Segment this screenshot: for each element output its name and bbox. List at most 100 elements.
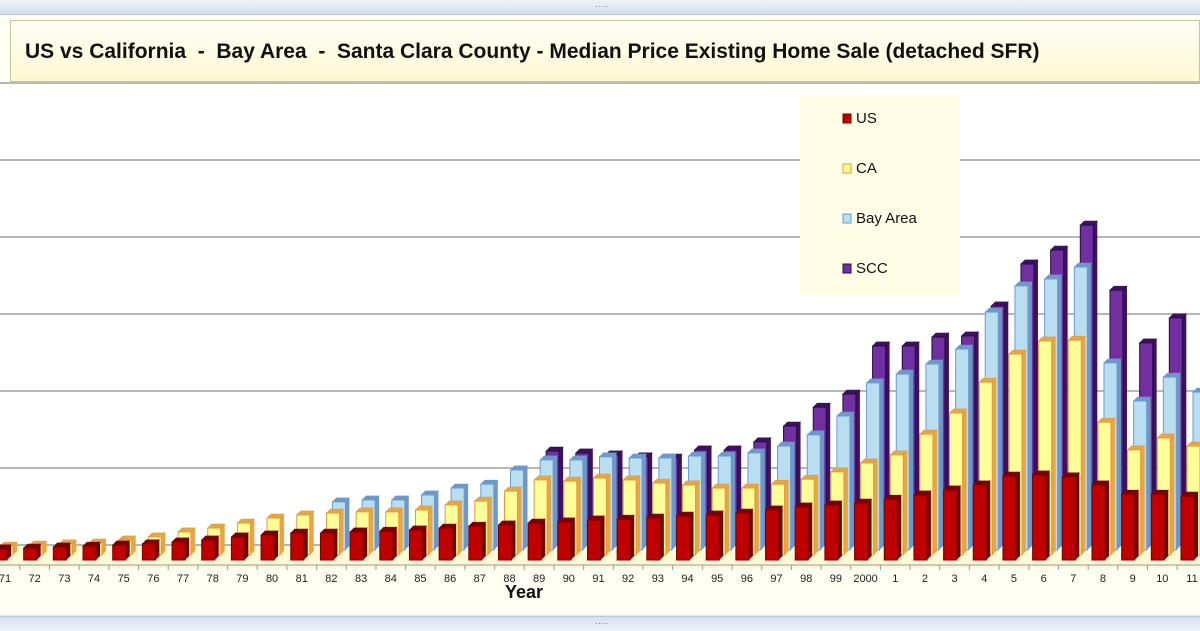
bar-front-face <box>349 531 364 561</box>
bar-side-face <box>606 474 611 555</box>
bar-side-face <box>369 507 374 555</box>
bar-us <box>1180 491 1199 561</box>
bar-front-face <box>1121 493 1136 561</box>
legend: US CA Bay Area SCC <box>800 95 960 295</box>
bar-side-face <box>547 475 552 555</box>
bar-side-face <box>962 408 967 555</box>
bar-us <box>764 505 784 561</box>
x-tick-label: 93 <box>652 573 664 585</box>
bar-top-face <box>1192 387 1200 393</box>
x-tick-label: 97 <box>770 573 782 585</box>
bar-side-face <box>932 430 937 555</box>
bar-us <box>675 511 695 561</box>
bar-side-face <box>576 477 581 555</box>
x-tick-label: 96 <box>741 573 753 585</box>
bar-front-face <box>1091 484 1106 561</box>
bar-side-face <box>873 458 878 555</box>
bar-us <box>260 530 279 561</box>
chart-title-box: US vs California - Bay Area - Santa Clar… <box>10 20 1200 82</box>
bar-side-face <box>398 507 403 555</box>
bar-side-face <box>1146 397 1151 550</box>
bar-front-face <box>854 502 869 561</box>
x-tick-label: 5 <box>1011 573 1017 585</box>
bar-us <box>616 514 635 561</box>
x-tick-label: 91 <box>592 573 604 585</box>
bar-front-face <box>1002 475 1017 561</box>
bar-us <box>735 508 754 561</box>
bar-side-face <box>363 527 368 560</box>
bar-side-face <box>820 430 825 550</box>
bar-front-face <box>141 543 156 561</box>
x-tick-label: 79 <box>236 573 248 585</box>
legend-swatch-us <box>842 113 852 124</box>
bar-side-face <box>1134 490 1139 560</box>
bar-us <box>586 515 606 561</box>
bar-front-face <box>913 494 928 561</box>
bar-us <box>52 542 72 561</box>
bar-side-face <box>1116 358 1121 550</box>
bar-side-face <box>274 530 279 560</box>
x-tick-label: 81 <box>296 573 308 585</box>
x-tick-label: 87 <box>474 573 486 585</box>
x-tick-label: 82 <box>325 573 337 585</box>
bar-side-face <box>375 495 380 550</box>
legend-swatch-scc <box>842 263 852 274</box>
bar-us <box>111 540 131 561</box>
bar-us <box>379 526 398 561</box>
x-tick-label: 1 <box>892 573 898 585</box>
bar-side-face <box>1170 433 1175 555</box>
bar-side-face <box>968 345 973 550</box>
grip-handle-top[interactable]: .... <box>595 0 610 9</box>
bar-us <box>913 490 932 561</box>
bar-side-face <box>748 509 753 560</box>
x-tick-label: 94 <box>681 573 693 585</box>
bar-side-face <box>155 539 160 560</box>
bar-side-face <box>452 524 457 560</box>
bar-side-face <box>125 540 130 560</box>
bar-side-face <box>986 480 991 560</box>
bar-us <box>705 510 724 561</box>
bar-us <box>824 500 843 561</box>
bar-front-face <box>0 548 8 561</box>
bar-front-face <box>883 498 898 561</box>
bar-side-face <box>458 500 463 555</box>
bar-front-face <box>438 527 453 561</box>
x-tick-label: 71 <box>0 573 11 585</box>
bar-front-face <box>824 504 839 561</box>
bar-side-face <box>701 452 706 550</box>
bar-front-face <box>290 532 305 561</box>
bar-us <box>1150 489 1170 561</box>
bar-us <box>527 518 546 561</box>
bar-us <box>408 525 428 561</box>
bar-side-face <box>695 480 700 555</box>
bar-us <box>1031 470 1051 561</box>
x-tick-label: 98 <box>800 573 812 585</box>
bar-side-face <box>131 535 136 555</box>
top-resize-strip[interactable]: .... <box>0 0 1200 15</box>
bar-us <box>557 517 576 561</box>
bar-side-face <box>784 480 789 555</box>
bar-side-face <box>926 490 931 560</box>
bar-us <box>171 537 190 561</box>
legend-label: Bay Area <box>856 210 918 227</box>
grip-handle-bottom[interactable]: .... <box>595 616 610 626</box>
bar-front-face <box>230 536 245 561</box>
bar-side-face <box>96 542 101 560</box>
bar-us <box>1002 471 1021 561</box>
bar-side-face <box>731 452 736 550</box>
bar-us <box>1120 489 1140 561</box>
bar-front-face <box>1180 495 1195 561</box>
chart-title: US vs California - Bay Area - Santa Clar… <box>25 40 1040 63</box>
x-tick-label: 78 <box>207 573 219 585</box>
bar-side-face <box>582 455 587 550</box>
legend-label: SCC <box>856 260 888 277</box>
bar-side-face <box>689 512 694 560</box>
bar-side-face <box>1194 492 1198 560</box>
x-tick-label: 99 <box>830 573 842 585</box>
bar-side-face <box>434 490 439 550</box>
bar-side-face <box>523 465 528 550</box>
bottom-resize-strip[interactable]: .... <box>0 616 1200 631</box>
x-tick-label: 7 <box>1070 573 1076 585</box>
bar-front-face <box>260 534 275 561</box>
